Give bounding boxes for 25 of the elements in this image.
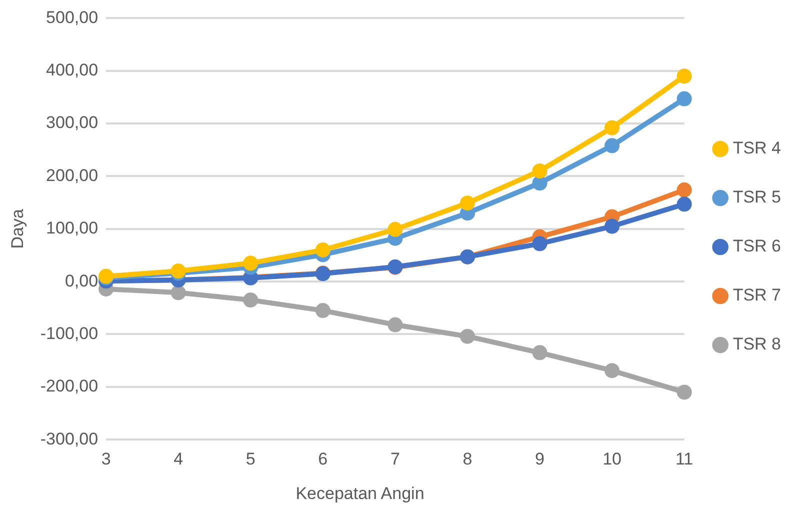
x-tick-label: 9 bbox=[535, 449, 544, 468]
legend-label: TSR 5 bbox=[732, 188, 782, 207]
y-tick-label: 300,00 bbox=[46, 113, 98, 132]
x-tick-label: 4 bbox=[174, 449, 184, 468]
legend-label: TSR 6 bbox=[732, 236, 782, 256]
legend-label: TSR 4 bbox=[732, 138, 782, 158]
x-tick-label: 8 bbox=[462, 449, 472, 468]
x-tick-label: 3 bbox=[101, 449, 111, 468]
legend-label: TSR 7 bbox=[732, 286, 782, 305]
x-tick-label: 7 bbox=[390, 449, 400, 468]
x-tick-label: 6 bbox=[318, 449, 328, 468]
x-axis-title: Kecepatan Angin bbox=[294, 484, 426, 504]
y-tick-label: 400,00 bbox=[46, 60, 98, 80]
y-tick-label: 200,00 bbox=[46, 166, 98, 185]
y-tick-label: -200,00 bbox=[40, 376, 98, 396]
y-tick-label: -300,00 bbox=[40, 429, 98, 448]
legend-label: TSR 8 bbox=[732, 334, 782, 354]
y-tick-label: -100,00 bbox=[40, 324, 98, 343]
x-tick-label: 10 bbox=[602, 449, 622, 468]
y-tick-label: 100,00 bbox=[46, 218, 98, 238]
y-axis-title: Daya bbox=[8, 208, 27, 249]
x-tick-label: 5 bbox=[246, 449, 256, 468]
x-tick-label: 11 bbox=[675, 449, 694, 468]
y-tick-label: 500,00 bbox=[46, 8, 98, 27]
y-tick-label: 0,00 bbox=[64, 271, 98, 290]
